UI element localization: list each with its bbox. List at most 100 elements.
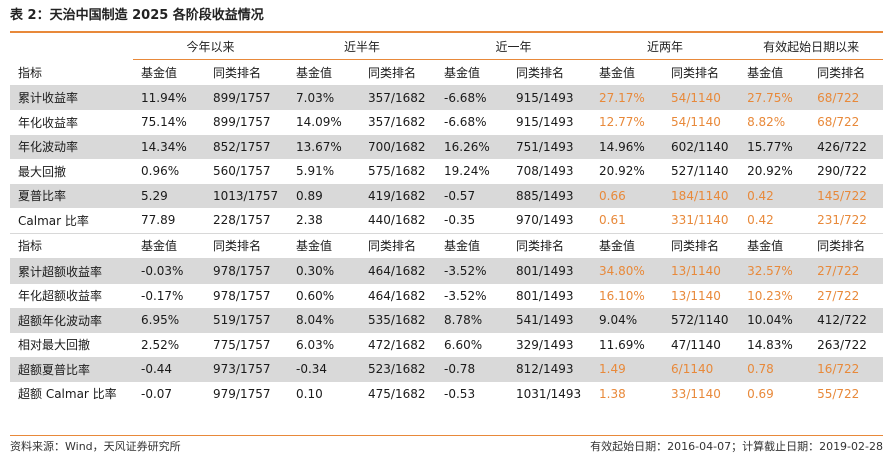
- metric-label: 年化收益率: [10, 110, 133, 135]
- value-cell: 0.42: [739, 183, 810, 208]
- value-cell: 6.03%: [288, 332, 361, 357]
- value-cell: 1.49: [591, 357, 664, 382]
- value-cell: 1.38: [591, 381, 664, 406]
- value-cell: 47/1140: [663, 332, 740, 357]
- table-row: 超额 Calmar 比率 -0.07 979/1757 0.10 475/1682 -0.…: [10, 381, 884, 406]
- value-cell: 8.78%: [436, 308, 509, 333]
- value-cell: 0.96%: [133, 159, 205, 184]
- value-cell: 1013/1757: [205, 183, 289, 208]
- column-header-row: 指标 基金值 同类排名 基金值 同类排名 基金值 同类排名 基金值 同类排名 基金值 同类排名: [10, 59, 884, 86]
- top-rule: [10, 31, 883, 33]
- value-cell: 527/1140: [663, 159, 740, 184]
- value-cell: 0.30%: [288, 258, 361, 284]
- value-cell: 228/1757: [205, 208, 289, 233]
- value-cell: 357/1682: [360, 110, 437, 135]
- value-cell: 523/1682: [360, 357, 437, 382]
- value-cell: 2.38: [288, 208, 361, 233]
- table-row: 年化收益率 75.14% 899/1757 14.09% 357/1682 -6.68% 9…: [10, 110, 884, 135]
- value-cell: 27/722: [809, 258, 884, 284]
- metric-label: 累计超额收益率: [10, 258, 133, 284]
- column-header-cell: 同类排名: [809, 59, 884, 86]
- period-header-since-inception: 有效起始日期以来: [739, 33, 884, 60]
- value-cell: -0.07: [133, 381, 205, 406]
- column-header-cell: 基金值: [436, 232, 509, 259]
- table-title: 表 2：天治中国制造 2025 各阶段收益情况: [10, 8, 264, 23]
- value-cell: 13/1140: [663, 283, 740, 308]
- value-cell: 973/1757: [205, 357, 289, 382]
- column-header-cell: 同类排名: [663, 59, 740, 86]
- value-cell: 290/722: [809, 159, 884, 184]
- value-cell: 0.10: [288, 381, 361, 406]
- column-header-cell: 同类排名: [809, 232, 884, 259]
- metric-label: 超额年化波动率: [10, 308, 133, 333]
- column-header-cell: 基金值: [133, 232, 205, 259]
- table-row: 超额夏普比率 -0.44 973/1757 -0.34 523/1682 -0.78 812…: [10, 357, 884, 382]
- value-cell: 6.95%: [133, 308, 205, 333]
- value-cell: 75.14%: [133, 110, 205, 135]
- value-cell: 14.83%: [739, 332, 810, 357]
- table-row: 夏普比率 5.29 1013/1757 0.89 419/1682 -0.57 885/14…: [10, 183, 884, 208]
- column-header-metric: 指标: [10, 59, 133, 86]
- value-cell: 472/1682: [360, 332, 437, 357]
- column-header-cell: 基金值: [591, 232, 664, 259]
- value-cell: 2.52%: [133, 332, 205, 357]
- value-cell: 0.78: [739, 357, 810, 382]
- value-cell: 12.77%: [591, 110, 664, 135]
- value-cell: 32.57%: [739, 258, 810, 284]
- value-cell: 899/1757: [205, 85, 289, 110]
- value-cell: 329/1493: [508, 332, 592, 357]
- metric-label: Calmar 比率: [10, 208, 133, 233]
- value-cell: 464/1682: [360, 258, 437, 284]
- period-header-1y: 近一年: [436, 33, 592, 60]
- value-cell: 9.04%: [591, 308, 664, 333]
- value-cell: 11.69%: [591, 332, 664, 357]
- value-cell: 5.29: [133, 183, 205, 208]
- value-cell: -0.78: [436, 357, 509, 382]
- value-cell: 812/1493: [508, 357, 592, 382]
- value-cell: 33/1140: [663, 381, 740, 406]
- value-cell: 34.80%: [591, 258, 664, 284]
- value-cell: 915/1493: [508, 85, 592, 110]
- value-cell: 68/722: [809, 110, 884, 135]
- period-header-6m: 近半年: [288, 33, 437, 60]
- metric-label: 年化波动率: [10, 134, 133, 159]
- value-cell: 575/1682: [360, 159, 437, 184]
- column-header-cell: 同类排名: [205, 59, 289, 86]
- period-header-2y: 近两年: [591, 33, 740, 60]
- value-cell: -0.35: [436, 208, 509, 233]
- table-row: 相对最大回撤 2.52% 775/1757 6.03% 472/1682 6.60% 329…: [10, 332, 884, 357]
- value-cell: -3.52%: [436, 283, 509, 308]
- value-cell: -6.68%: [436, 110, 509, 135]
- value-cell: 978/1757: [205, 258, 289, 284]
- metric-label: 超额夏普比率: [10, 357, 133, 382]
- value-cell: 412/722: [809, 308, 884, 333]
- value-cell: 464/1682: [360, 283, 437, 308]
- value-cell: 852/1757: [205, 134, 289, 159]
- column-header-cell: 基金值: [591, 59, 664, 86]
- column-header-row: 指标 基金值 同类排名 基金值 同类排名 基金值 同类排名 基金值 同类排名 基金值 同类排名: [10, 232, 884, 259]
- value-cell: 970/1493: [508, 208, 592, 233]
- value-cell: 16/722: [809, 357, 884, 382]
- period-header-row: 今年以来 近半年 近一年 近两年 有效起始日期以来: [10, 33, 884, 60]
- column-header-cell: 基金值: [739, 59, 810, 86]
- value-cell: 10.04%: [739, 308, 810, 333]
- value-cell: 16.10%: [591, 283, 664, 308]
- value-cell: 801/1493: [508, 283, 592, 308]
- column-header-cell: 基金值: [288, 59, 361, 86]
- value-cell: -0.34: [288, 357, 361, 382]
- metric-label: 超额 Calmar 比率: [10, 381, 133, 406]
- value-cell: 775/1757: [205, 332, 289, 357]
- value-cell: -0.53: [436, 381, 509, 406]
- value-cell: 27.17%: [591, 85, 664, 110]
- column-header-metric: 指标: [10, 232, 133, 259]
- value-cell: 16.26%: [436, 134, 509, 159]
- value-cell: 331/1140: [663, 208, 740, 233]
- value-cell: 263/722: [809, 332, 884, 357]
- value-cell: 572/1140: [663, 308, 740, 333]
- returns-table: 今年以来 近半年 近一年 近两年 有效起始日期以来 指标 基金值 同类排名 基金值 同类…: [10, 33, 884, 406]
- value-cell: 10.23%: [739, 283, 810, 308]
- column-header-cell: 基金值: [436, 59, 509, 86]
- column-header-cell: 同类排名: [508, 59, 592, 86]
- value-cell: 8.82%: [739, 110, 810, 135]
